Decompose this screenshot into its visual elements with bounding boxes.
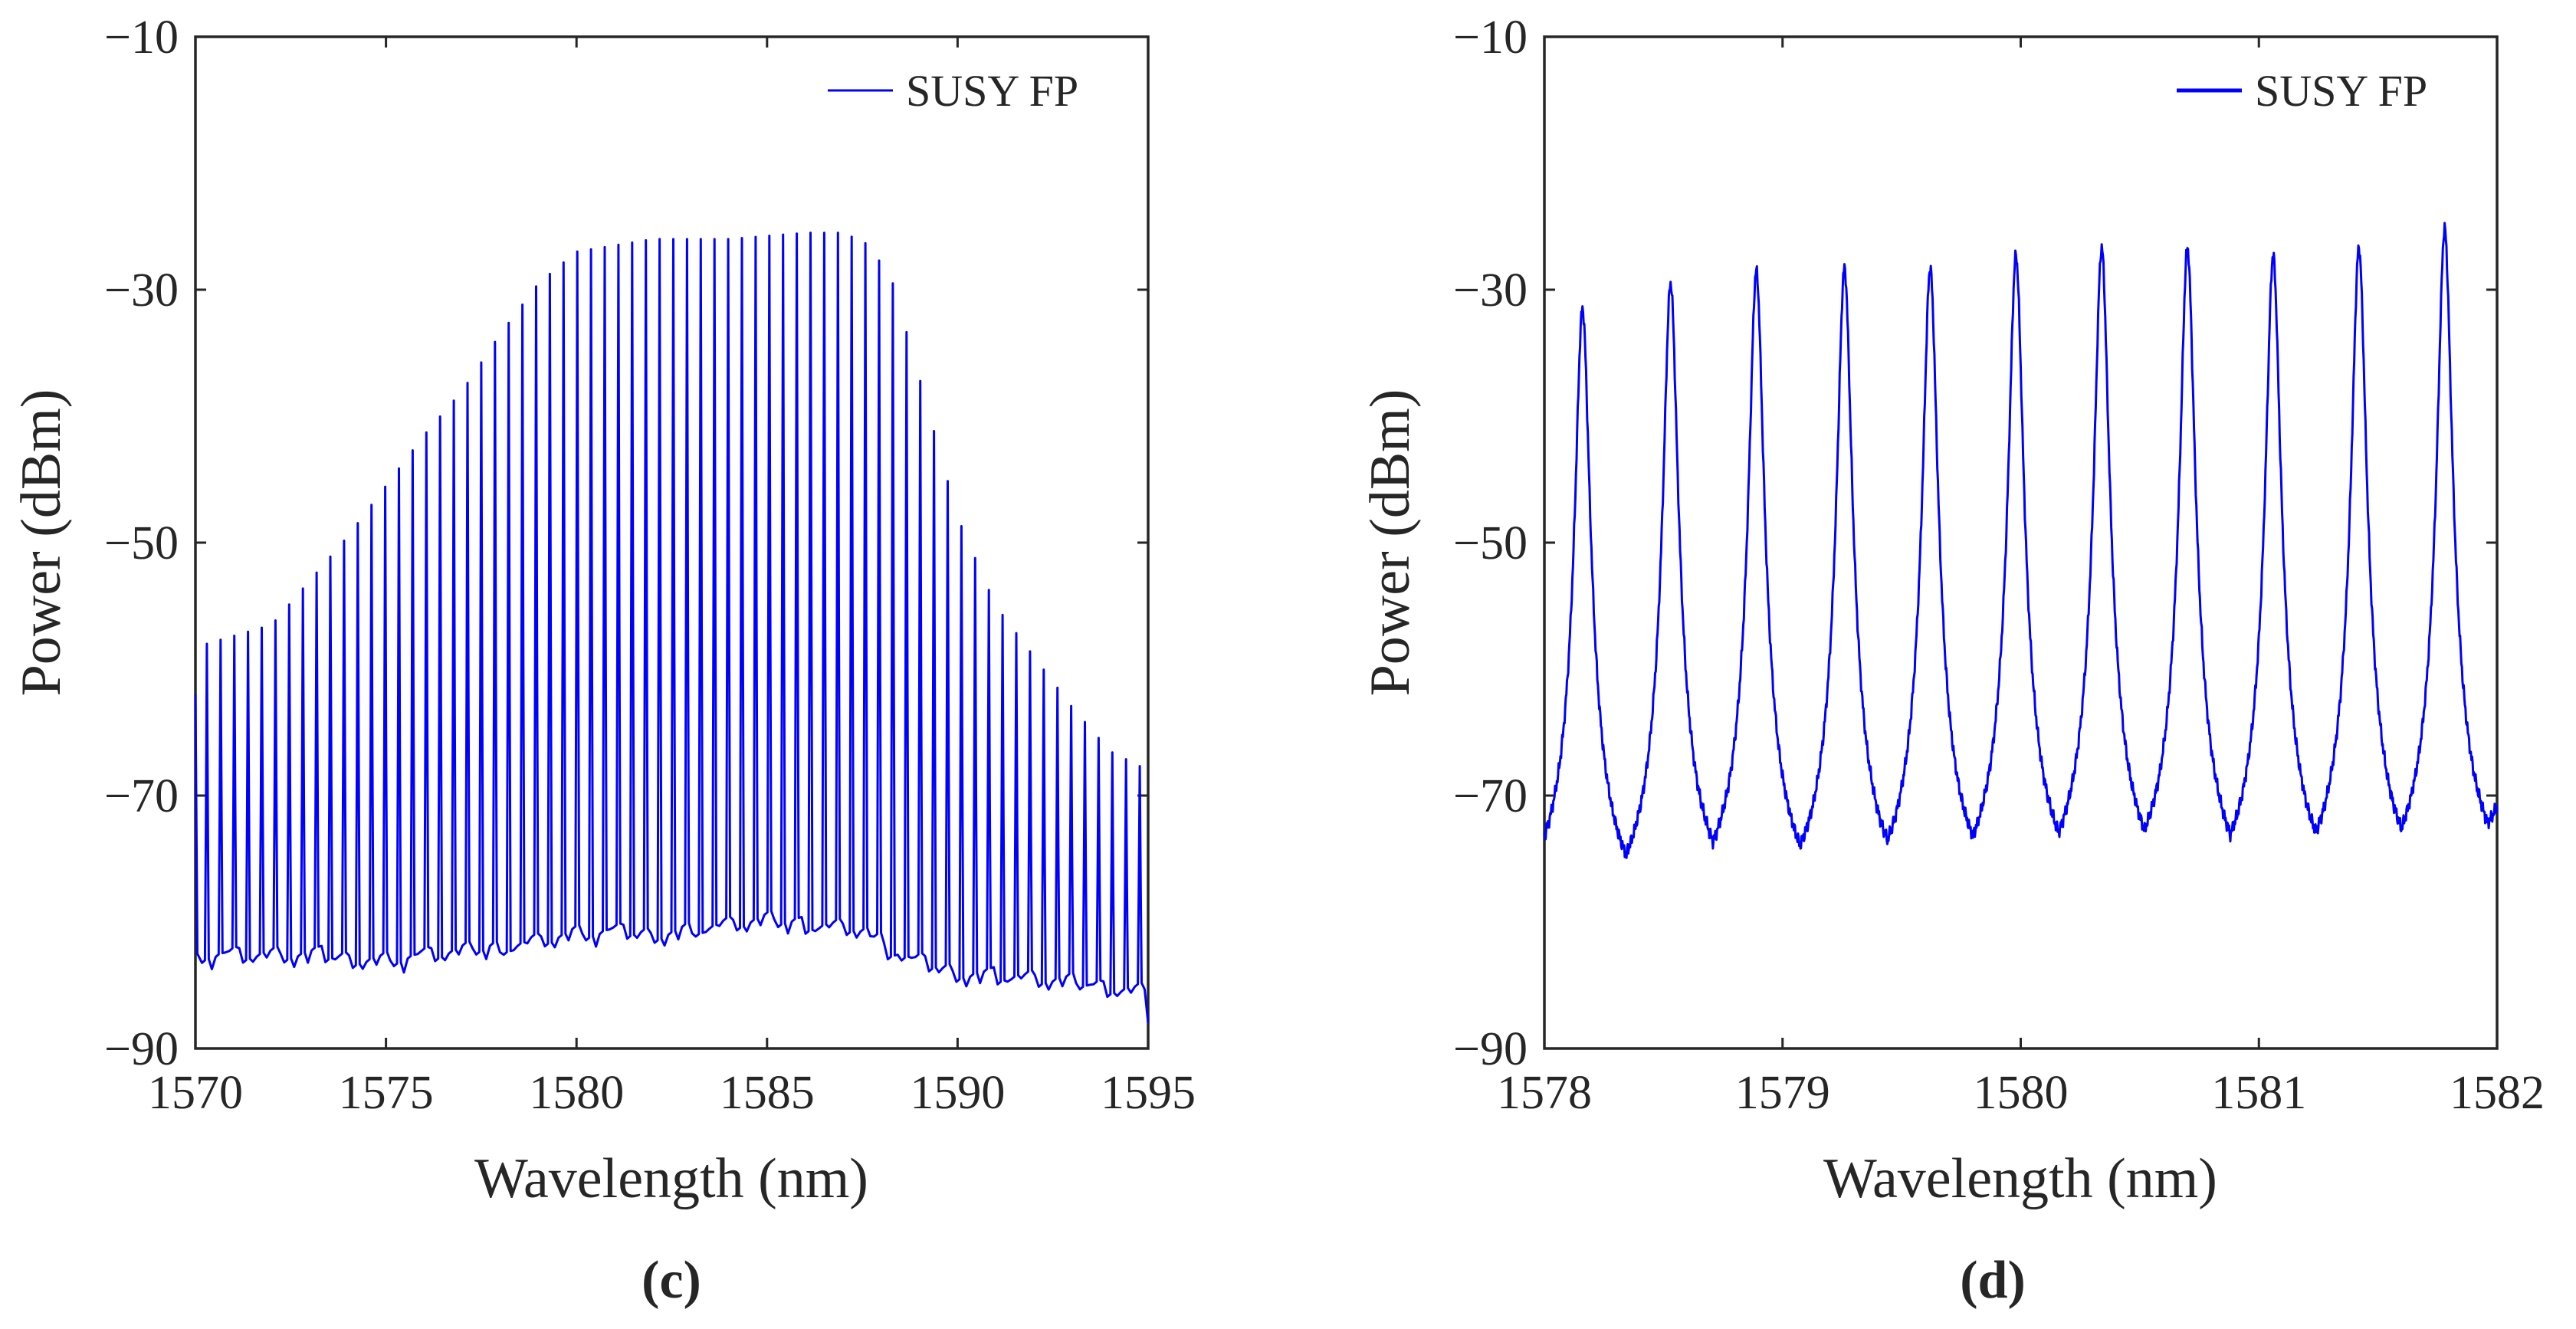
panel-c: 1570 1575 1580 1585 1590 1595 −90 −70 −50 −30 −10… xyxy=(10,11,1196,1310)
plot-frame xyxy=(1543,35,2499,1050)
axis-ticks xyxy=(1543,35,2499,1050)
x-tick-label: 1580 xyxy=(529,1067,624,1119)
panel-label: (d) xyxy=(1960,1251,2026,1310)
y-tick-label: −50 xyxy=(104,517,179,569)
series-line-susy-fp xyxy=(194,231,1150,1024)
x-tick-label: 1575 xyxy=(339,1067,434,1119)
y-tick-label: −10 xyxy=(1453,11,1528,64)
x-axis-title: Wavelength (nm) xyxy=(1823,1147,2217,1210)
y-axis-title: Power (dBm) xyxy=(1359,389,1422,697)
y-tick-label: −90 xyxy=(104,1023,179,1075)
legend: SUSY FP xyxy=(828,66,1078,116)
x-tick-label: 1590 xyxy=(910,1067,1005,1119)
x-tick-label: 1595 xyxy=(1101,1067,1196,1119)
y-tick-labels: −90 −70 −50 −30 −10 xyxy=(1453,11,1528,1075)
x-tick-labels: 1570 1575 1580 1585 1590 1595 xyxy=(148,1067,1196,1119)
x-tick-label: 1581 xyxy=(2211,1067,2306,1119)
legend-label: SUSY FP xyxy=(2255,66,2427,116)
x-tick-labels: 1578 1579 1580 1581 1582 xyxy=(1497,1067,2545,1119)
y-tick-label: −30 xyxy=(104,264,179,317)
y-tick-label: −10 xyxy=(104,11,179,64)
y-tick-label: −70 xyxy=(1453,770,1528,822)
y-tick-label: −90 xyxy=(1453,1023,1528,1075)
x-axis-title: Wavelength (nm) xyxy=(474,1147,868,1210)
y-tick-label: −30 xyxy=(1453,264,1528,317)
legend: SUSY FP xyxy=(2177,66,2427,116)
x-tick-label: 1582 xyxy=(2450,1067,2545,1119)
panel-label: (c) xyxy=(642,1251,701,1310)
x-tick-label: 1580 xyxy=(1974,1067,2069,1119)
y-tick-labels: −90 −70 −50 −30 −10 xyxy=(104,11,179,1075)
y-tick-label: −70 xyxy=(104,770,179,822)
y-tick-label: −50 xyxy=(1453,517,1528,569)
x-tick-label: 1585 xyxy=(720,1067,815,1119)
y-axis-title: Power (dBm) xyxy=(10,389,73,697)
series-line-susy-fp xyxy=(1543,222,2499,859)
legend-label: SUSY FP xyxy=(906,66,1078,116)
x-tick-label: 1579 xyxy=(1735,1067,1830,1119)
x-tick-label: 1570 xyxy=(148,1067,243,1119)
panel-d: 1578 1579 1580 1581 1582 −90 −70 −50 −30 −10 SUS… xyxy=(1359,11,2545,1310)
x-tick-label: 1578 xyxy=(1497,1067,1592,1119)
axis-ticks xyxy=(194,35,1150,1050)
